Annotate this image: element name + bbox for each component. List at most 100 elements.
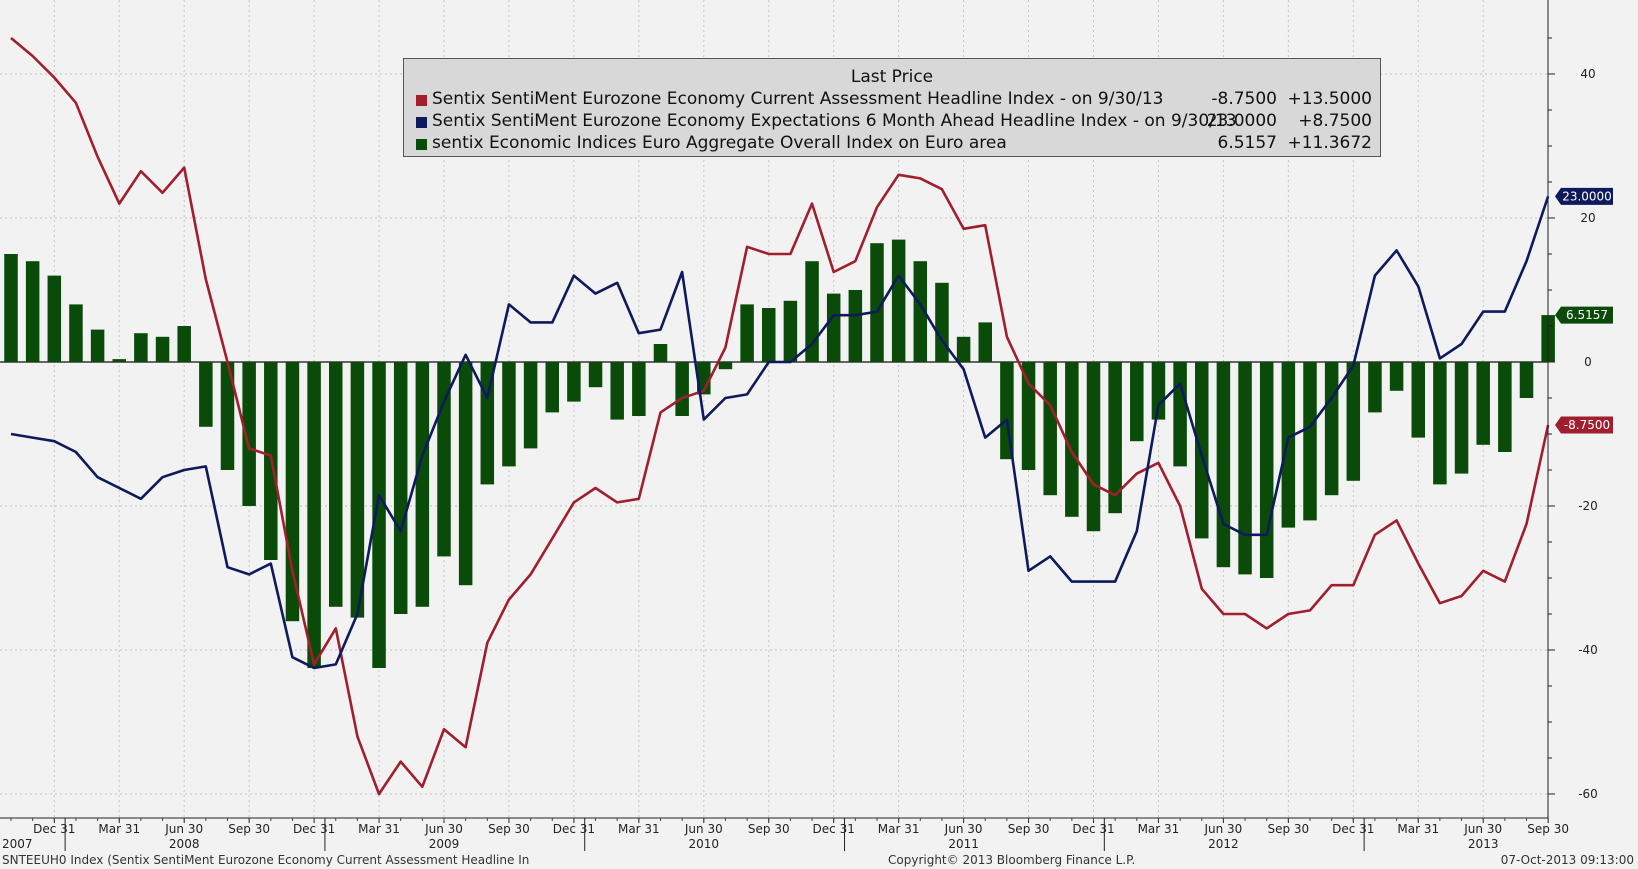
bar: [285, 362, 300, 622]
bar: [1021, 362, 1036, 470]
bar: [177, 326, 191, 362]
bar: [1151, 362, 1166, 420]
bar: [545, 362, 559, 413]
bar: [848, 290, 863, 362]
x-year-label: 2010: [689, 837, 720, 851]
bar: [4, 254, 18, 362]
x-axis: Dec 31 Mar 31 Jun 30 Sep 30 Dec 31 Mar 31 Jun …: [0, 817, 1638, 851]
legend-series-name: sentix Economic Indices Euro Aggregate O…: [432, 133, 1007, 153]
bar: [1498, 362, 1512, 452]
bar: [1411, 362, 1425, 438]
bar: [1108, 362, 1122, 514]
bar: [718, 362, 733, 370]
bar: [913, 261, 928, 362]
bar: [329, 362, 343, 607]
last-value-label: 6.5157: [1566, 308, 1608, 322]
bar: [1368, 362, 1382, 413]
x-tick-label: Dec 31: [33, 822, 75, 836]
bar: [415, 362, 430, 607]
legend-row: sentix Economic Indices Euro Aggregate O…: [416, 133, 1372, 155]
bar: [307, 362, 321, 668]
bar: [1346, 362, 1361, 481]
bar: [610, 362, 624, 420]
bar: [740, 304, 754, 362]
bar: [47, 275, 62, 362]
x-year-label: 2012: [1208, 837, 1239, 851]
bar: [1389, 362, 1404, 391]
bar: [458, 362, 473, 586]
legend-last-price: 23.0000: [1206, 111, 1277, 131]
y-tick-label: -40: [1578, 643, 1598, 657]
bar: [1043, 362, 1057, 496]
bar: [69, 304, 83, 362]
legend-series-name: Sentix SentiMent Eurozone Economy Curren…: [432, 89, 1164, 109]
last-value-labels: 23.0000 6.5157 -8.7500: [1555, 187, 1613, 434]
bar: [1476, 362, 1490, 445]
x-tick-label: Dec 31: [813, 822, 855, 836]
bar: [1303, 362, 1317, 521]
legend-change: +11.3672: [1287, 133, 1372, 153]
bar: [372, 362, 386, 668]
bar: [762, 308, 776, 362]
x-tick-label: Jun 30: [1203, 822, 1242, 836]
x-year-label: 2007: [2, 837, 33, 851]
y-tick-label: -60: [1578, 787, 1598, 801]
x-tick-label: Mar 31: [358, 822, 400, 836]
bar: [393, 362, 408, 614]
bar: [199, 362, 213, 427]
bar: [90, 329, 105, 362]
bar: [1281, 362, 1296, 528]
bar: [242, 362, 256, 506]
bar: [1454, 362, 1469, 474]
bar: [25, 261, 40, 362]
legend-last-price: 6.5157: [1217, 133, 1277, 153]
x-tick-label: Sep 30: [488, 822, 530, 836]
series-line: [10, 37, 1550, 796]
bar: [1130, 362, 1144, 442]
bar: [653, 344, 668, 362]
bar: [1173, 362, 1187, 467]
bar: [978, 322, 992, 362]
bar: [956, 336, 971, 362]
footer-copyright: Copyright© 2013 Bloomberg Finance L.P.: [888, 853, 1136, 867]
bar: [870, 243, 884, 362]
bar: [567, 362, 581, 402]
bar: [588, 362, 603, 388]
x-tick-label: Jun 30: [424, 822, 463, 836]
x-tick-label: Dec 31: [553, 822, 595, 836]
y-tick-label: 20: [1580, 211, 1595, 225]
bar: [134, 333, 148, 362]
last-value-tag: [1555, 416, 1613, 434]
x-axis-band: [0, 818, 1638, 851]
legend-change: +13.5000: [1287, 89, 1372, 109]
bar: [632, 362, 646, 416]
legend-swatch: [416, 139, 427, 150]
x-tick-label: Sep 30: [1527, 822, 1569, 836]
bar: [1238, 362, 1252, 575]
bar: [523, 362, 538, 449]
bar: [1216, 362, 1231, 568]
x-tick-label: Dec 31: [293, 822, 335, 836]
footer: SNTEEUH0 Index (Sentix SentiMent Eurozon…: [0, 851, 1638, 869]
x-tick-label: Dec 31: [1332, 822, 1374, 836]
x-tick-label: Jun 30: [684, 822, 723, 836]
x-tick-label: Sep 30: [748, 822, 790, 836]
y-tick-label: 0: [1584, 355, 1592, 369]
y-tick-label: -20: [1578, 499, 1598, 513]
x-tick-label: Mar 31: [98, 822, 140, 836]
bar: [220, 362, 235, 470]
bar: [1324, 362, 1339, 496]
legend-series-name: Sentix SentiMent Eurozone Economy Expect…: [432, 111, 1237, 131]
legend-swatch: [416, 95, 427, 106]
series-line: [10, 195, 1550, 670]
last-value-tag: [1555, 187, 1613, 205]
x-tick-label: Sep 30: [1008, 822, 1050, 836]
y-axis: 40 20 0 -20 -40 -60: [1547, 0, 1598, 818]
last-value-tag: [1555, 306, 1613, 324]
x-tick-label: Mar 31: [1397, 822, 1439, 836]
bar: [1433, 362, 1447, 485]
bar: [826, 293, 841, 362]
bar: [502, 362, 516, 467]
x-year-label: 2009: [429, 837, 460, 851]
bar: [1065, 362, 1079, 517]
